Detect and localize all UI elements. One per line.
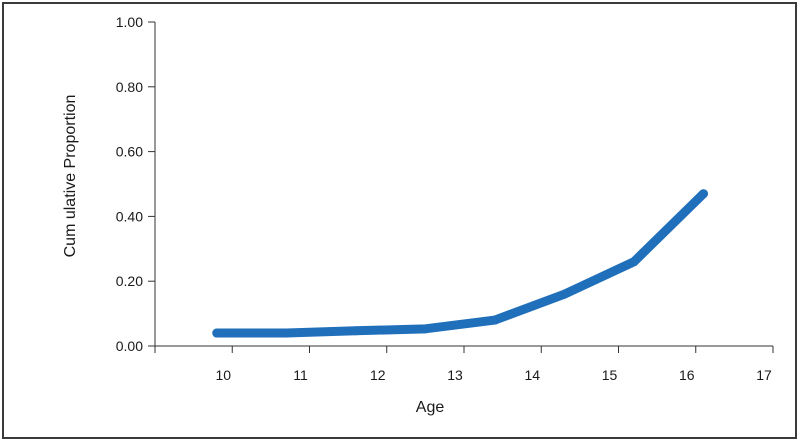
data-point (281, 328, 291, 338)
x-tick-label: 15 (602, 367, 618, 383)
y-tick-label: 0.60 (116, 144, 143, 160)
x-tick-label: 11 (293, 367, 308, 383)
x-tick-label: 17 (756, 367, 772, 383)
y-tick-label: 0.40 (116, 208, 143, 224)
chart-frame (2, 2, 797, 439)
data-point (420, 324, 430, 334)
x-tick-label: 13 (447, 367, 463, 383)
y-axis-title: Cum ulative Proportion (62, 95, 79, 258)
y-ticks: 0.00 0.20 0.40 0.60 0.80 1.00 (116, 14, 155, 354)
data-point (212, 328, 222, 338)
y-tick-label: 0.20 (116, 273, 143, 289)
data-point (351, 326, 361, 336)
y-tick-label: 0.00 (116, 338, 143, 354)
x-tick-label: 12 (370, 367, 386, 383)
x-tick-label: 16 (679, 367, 695, 383)
axes (154, 22, 773, 347)
x-tick-label: 10 (215, 367, 231, 383)
x-tick-label: 14 (524, 367, 540, 383)
y-tick-label: 1.00 (116, 14, 143, 30)
data-point (629, 257, 639, 267)
x-axis-title: Age (416, 399, 445, 416)
y-tick-label: 0.80 (116, 79, 143, 95)
series (212, 189, 708, 338)
data-point (490, 315, 500, 325)
data-point (698, 189, 708, 199)
data-point (559, 289, 569, 299)
series-line (212, 189, 708, 338)
x-ticks: 10 11 12 13 14 15 16 17 (154, 346, 774, 383)
